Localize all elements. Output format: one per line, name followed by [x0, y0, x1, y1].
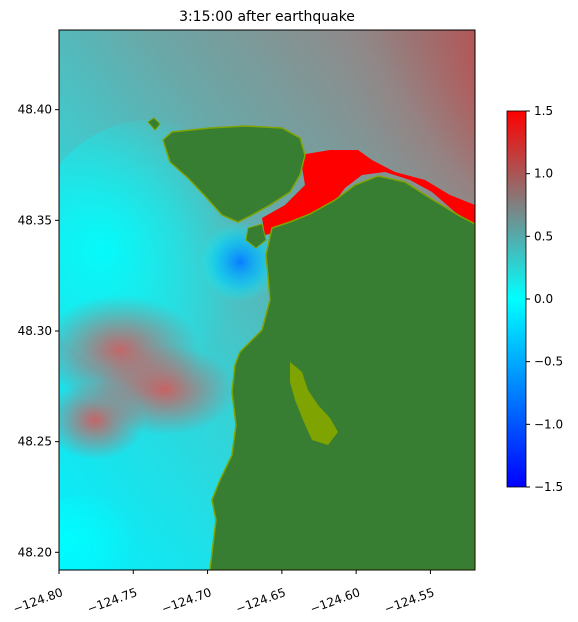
x-axis-ticks: −124.80 −124.75 −124.70 −124.65 −124.60 −124.… [11, 570, 436, 616]
colorbar-tick-label: −1.0 [534, 417, 563, 431]
x-tick-label: −124.70 [160, 585, 214, 616]
y-tick-label: 48.40 [18, 103, 52, 117]
map-title: 3:15:00 after earthquake [179, 9, 355, 25]
red-wave-band-3 [59, 380, 145, 460]
small-island [245, 223, 267, 249]
map-plot-area [59, 30, 475, 570]
colorbar-tick-label: 1.0 [534, 167, 553, 181]
map-frame [58, 29, 476, 571]
y-tick-label: 48.25 [18, 435, 52, 449]
colorbar-tick-label: 0.0 [534, 292, 553, 306]
x-tick-label: −124.80 [11, 585, 65, 616]
colorbar-tick-label: 1.5 [534, 104, 553, 118]
y-tick-label: 48.20 [18, 545, 52, 559]
mainland-coast [209, 175, 475, 570]
colorbar-tick-label: −0.5 [534, 355, 563, 369]
colorbar [506, 110, 527, 488]
island-north [162, 125, 306, 223]
colorbar-ticks: −1.5 −1.0 −0.5 0.0 0.5 1.0 1.5 [526, 104, 563, 494]
colorbar-tick-label: −1.5 [534, 480, 563, 494]
x-tick-label: −124.65 [234, 585, 288, 616]
y-axis-ticks: 48.20 48.25 48.30 48.35 48.40 [18, 103, 59, 559]
x-tick-label: −124.55 [382, 585, 436, 616]
islet-northwest [147, 117, 161, 131]
inlet-shallows [290, 362, 338, 445]
x-tick-label: −124.60 [308, 585, 362, 616]
cyan-wave-southwest [59, 495, 150, 570]
x-tick-label: −124.75 [85, 585, 139, 616]
colorbar-tick-label: 0.5 [534, 229, 553, 243]
y-tick-label: 48.30 [18, 324, 52, 338]
y-tick-label: 48.35 [18, 213, 52, 227]
